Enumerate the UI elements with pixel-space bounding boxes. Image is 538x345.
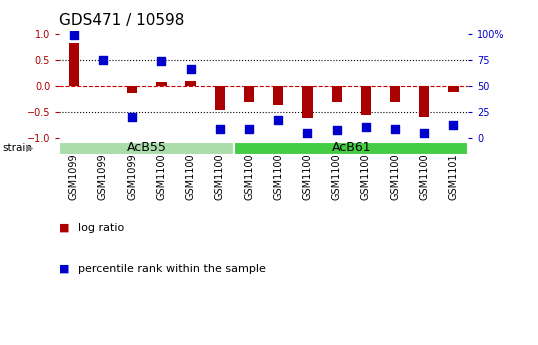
Bar (419, 86, 429, 117)
Point (420, 130, 429, 136)
Bar (59, 142, 235, 155)
Bar (69, 43, 79, 86)
Point (186, 67, 195, 72)
Point (157, 58, 166, 63)
Text: GDS471 / 10598: GDS471 / 10598 (59, 13, 185, 29)
Bar (390, 86, 400, 102)
Bar (331, 86, 342, 102)
Point (362, 124, 370, 130)
Bar (360, 86, 371, 115)
Text: percentile rank within the sample: percentile rank within the sample (78, 264, 266, 274)
Point (245, 126, 253, 132)
Bar (127, 86, 137, 93)
Bar (235, 142, 468, 155)
Point (274, 117, 282, 123)
Bar (302, 86, 313, 118)
Point (69, 32, 78, 38)
Text: AcB61: AcB61 (331, 141, 371, 154)
Bar (156, 82, 167, 86)
Text: AcB55: AcB55 (127, 141, 167, 154)
Text: strain: strain (3, 143, 33, 153)
Point (303, 130, 312, 136)
Bar (215, 86, 225, 110)
Point (216, 126, 224, 132)
Text: ■: ■ (59, 264, 70, 274)
Point (449, 122, 458, 128)
Point (98, 57, 107, 62)
Bar (186, 81, 196, 86)
Bar (273, 86, 284, 105)
Text: ■: ■ (59, 223, 70, 233)
Bar (448, 86, 458, 92)
Point (391, 126, 399, 132)
Point (128, 115, 137, 120)
Point (332, 128, 341, 133)
Text: ▶: ▶ (26, 143, 33, 153)
Text: log ratio: log ratio (78, 223, 124, 233)
Bar (244, 86, 254, 102)
